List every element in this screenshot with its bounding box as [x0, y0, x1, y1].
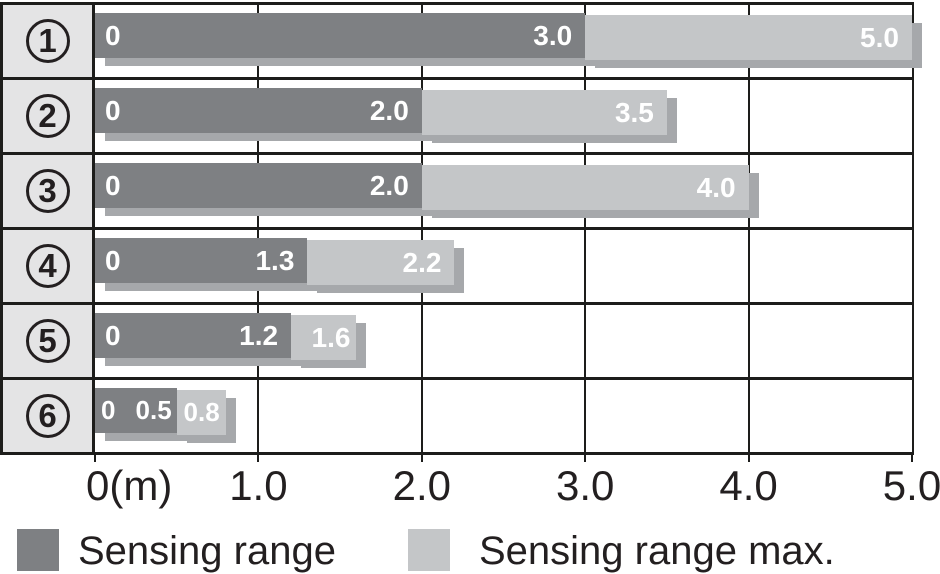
axis-label-3: 3.0: [555, 462, 615, 509]
sensing-range-max-bar-3: 4.0: [421, 165, 749, 210]
sensing-range-bar-2: 0 2.0: [95, 88, 422, 133]
axis-label-0: 0(m): [86, 462, 173, 509]
chart-row-5: 0 1.2 1.6: [95, 305, 912, 380]
axis-tick-3: [584, 455, 587, 462]
legend-swatch-sensing-range-max: [408, 529, 450, 571]
gridline-2: [420, 5, 423, 455]
range-value-label: 2.0: [369, 169, 409, 201]
axis-label-2: 2.0: [392, 462, 451, 509]
bar-5: 0 1.2 1.6: [95, 305, 357, 360]
zero-label: 0: [101, 395, 116, 425]
gridline-4: [747, 5, 750, 455]
sensing-range-max-bar-6: 0.8: [176, 390, 226, 435]
range-value-label: 2.0: [369, 94, 409, 126]
max-value-label: 3.5: [614, 96, 654, 128]
axis-label-1: 1.0: [229, 462, 288, 509]
axis-tick-1: [257, 455, 260, 462]
axis-label-4: 4.0: [719, 462, 778, 509]
circled-number-2: 2: [25, 94, 70, 138]
row-label-cell-4: 4: [3, 230, 95, 305]
axis-tick-4: [747, 455, 750, 462]
legend-label-sensing-range-max: Sensing range max.: [479, 529, 835, 573]
sensing-range-bar-6: 0 0.5: [95, 388, 177, 433]
bar-1: 0 3.0 5.0: [95, 5, 912, 60]
gridline-3: [584, 5, 587, 455]
gridline-1: [257, 5, 260, 455]
bar-6: 0 0.5 0.8: [95, 380, 226, 435]
circled-number-6: 6: [25, 394, 70, 438]
range-value-label: 0.5: [135, 395, 172, 425]
sensing-range-max-bar-1: 5.0: [585, 15, 912, 60]
max-value-label: 2.2: [402, 246, 442, 278]
chart-row-3: 0 2.0 4.0: [95, 155, 912, 230]
row-label-cell-1: 1: [3, 5, 95, 80]
chart-row-1: 0 3.0 5.0: [95, 5, 912, 80]
chart-row-6: 0 0.5 0.8: [95, 380, 912, 455]
circled-number-3: 3: [25, 169, 70, 213]
bar-4: 0 1.3 2.2: [95, 230, 455, 285]
sensing-range-max-bar-5: 1.6: [291, 315, 357, 360]
circled-number-4: 4: [25, 244, 70, 288]
circled-number-1: 1: [25, 19, 70, 63]
max-value-label: 4.0: [696, 171, 736, 203]
row-label-cell-2: 2: [3, 80, 95, 155]
bar-2: 0 2.0 3.5: [95, 80, 667, 135]
chart-row-4: 0 1.3 2.2: [95, 230, 912, 305]
zero-label: 0: [105, 244, 121, 276]
sensing-range-bar-5: 0 1.2: [95, 313, 292, 358]
zero-label: 0: [105, 19, 121, 51]
row-label-column: 1 2 3 4 5 6: [0, 2, 95, 455]
max-value-label: 0.8: [183, 397, 220, 427]
zero-label: 0: [105, 94, 121, 126]
legend-swatch-sensing-range: [17, 529, 59, 571]
row-label-cell-3: 3: [3, 155, 95, 230]
bar-3: 0 2.0 4.0: [95, 155, 749, 210]
zero-label: 0: [105, 319, 121, 351]
legend-label-sensing-range: Sensing range: [78, 529, 336, 573]
sensing-range-max-bar-2: 3.5: [421, 90, 667, 135]
chart-row-2: 0 2.0 3.5: [95, 80, 912, 155]
sensing-range-bar-4: 0 1.3: [95, 238, 308, 283]
zero-label: 0: [105, 169, 121, 201]
circled-number-5: 5: [25, 319, 70, 363]
sensing-range-max-bar-4: 2.2: [307, 240, 455, 285]
max-value-label: 5.0: [860, 21, 899, 53]
range-value-label: 3.0: [533, 19, 573, 51]
axis-tick-5: [911, 455, 913, 462]
max-value-label: 1.6: [311, 321, 351, 353]
range-value-label: 1.2: [239, 319, 279, 351]
sensing-range-bar-3: 0 2.0: [95, 163, 422, 208]
row-label-cell-5: 5: [3, 305, 95, 380]
axis-label-5: 5.0: [882, 462, 940, 509]
axis-tick-2: [420, 455, 423, 462]
axis-tick-0: [94, 455, 96, 462]
row-label-cell-6: 6: [3, 380, 95, 455]
range-value-label: 1.3: [255, 244, 295, 276]
sensing-range-bar-1: 0 3.0: [95, 13, 586, 58]
plot-area: 0 3.0 5.0 0 2.0 3.5 0 2.0 4.0 0 1.3 2.2 0 1.2 1.6 0 0.5 0…: [95, 2, 914, 455]
